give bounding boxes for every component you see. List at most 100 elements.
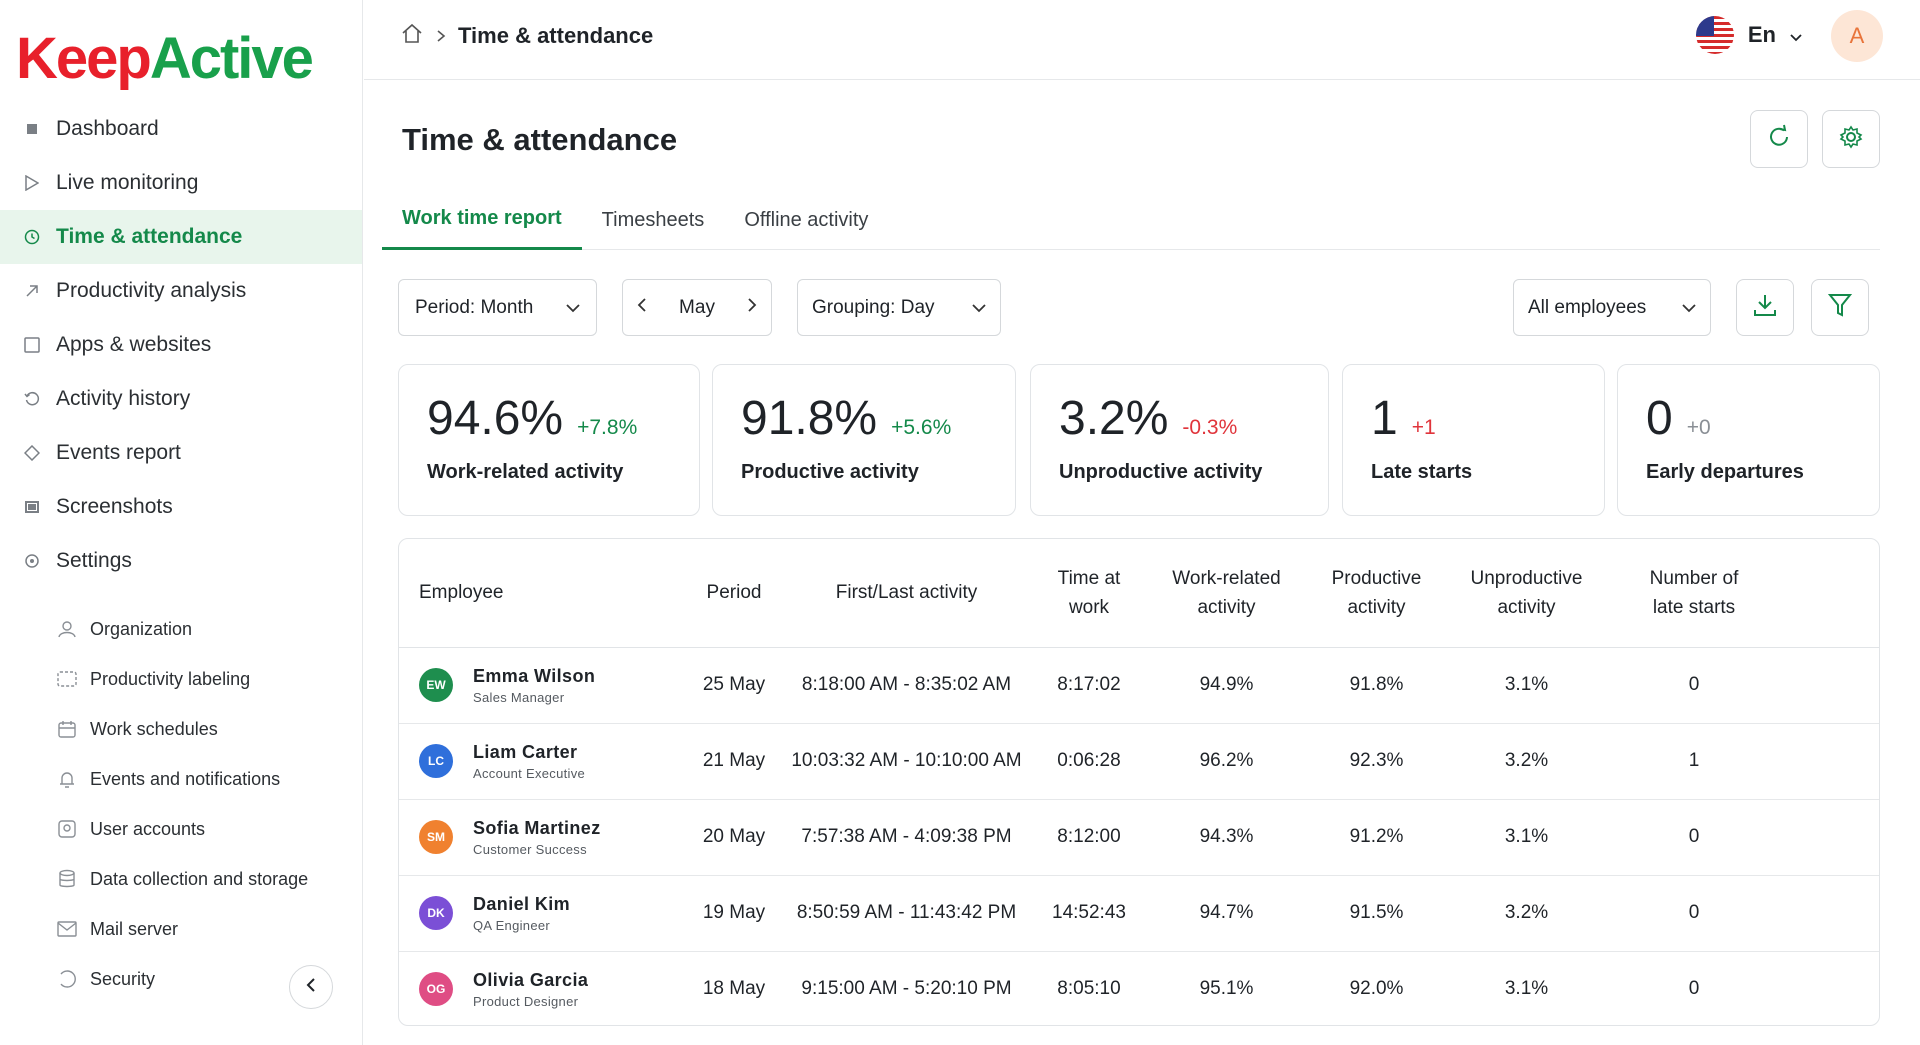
filter-icon	[1827, 292, 1853, 323]
sidebar-item-label: Live monitoring	[56, 171, 199, 194]
col-period[interactable]: Period	[684, 539, 784, 648]
chevron-left-icon	[305, 977, 317, 998]
cell-employee: LC Liam Carter Account Executive	[399, 723, 684, 800]
sidebar-item-label: Time & attendance	[56, 225, 243, 248]
sidebar-item-activity-history[interactable]: Activity history	[0, 372, 362, 426]
col-productive[interactable]: Productive activity	[1304, 539, 1449, 648]
table-row[interactable]: SM Sofia Martinez Customer Success 20 May 7:…	[399, 799, 1879, 876]
diamond-icon	[22, 443, 42, 463]
sidebar-item-screenshots[interactable]: Screenshots	[0, 480, 362, 534]
cell-spacer	[1784, 723, 1879, 800]
col-late-starts[interactable]: Number of late starts	[1604, 539, 1784, 648]
period-select[interactable]: Period: Month	[398, 279, 597, 336]
cell-productive: 92.0%	[1349, 978, 1404, 1000]
table-row[interactable]: DK Daniel Kim QA Engineer 19 May 8:50:59 AM …	[399, 875, 1879, 952]
stat-label: Late starts	[1371, 461, 1473, 483]
cell-time-at-work: 0:06:28	[1029, 723, 1149, 800]
home-icon[interactable]	[400, 22, 424, 50]
col-time-at-work[interactable]: Time at work	[1029, 539, 1149, 648]
sidebar-subitem-security[interactable]: Security	[0, 954, 362, 1004]
settings-subnav: Organization Productivity labeling Work …	[0, 604, 362, 1004]
employee-name[interactable]: Liam Carter	[473, 741, 578, 762]
stat-value: 1	[1371, 392, 1398, 445]
sidebar-subitem-data-collection[interactable]: Data collection and storage	[0, 854, 362, 904]
cell-unproductive: 3.1%	[1449, 647, 1604, 724]
cell-productive: 92.3%	[1304, 723, 1449, 800]
employee-text: Sofia Martinez Customer Success	[473, 818, 601, 857]
employee-name[interactable]: Daniel Kim	[473, 893, 571, 914]
breadcrumb: Time & attendance	[400, 22, 653, 50]
cell-first-last-activity: 7:57:38 AM - 4:09:38 PM	[784, 799, 1029, 876]
app-logo[interactable]: KeepActive	[16, 26, 314, 91]
employee-name[interactable]: Emma Wilson	[473, 665, 596, 686]
cell-work-related: 94.9%	[1149, 647, 1304, 724]
stat-card-late-starts: 1 +1 Late starts	[1342, 364, 1605, 516]
employee-avatar: LC	[419, 744, 453, 778]
stat-card-productive: 91.8% +5.6% Productive activity	[712, 364, 1016, 516]
language-selector[interactable]: En	[1695, 16, 1802, 54]
stat-value-row: 91.8% +5.6%	[741, 391, 951, 446]
col-first-last-activity[interactable]: First/Last activity	[784, 539, 1029, 648]
report-tabs: Work time report Timesheets Offline acti…	[382, 190, 1880, 250]
employee-role: Account Executive	[473, 765, 586, 781]
sidebar-subitem-work-schedules[interactable]: Work schedules	[0, 704, 362, 754]
cell-employee: DK Daniel Kim QA Engineer	[399, 875, 684, 952]
sidebar-item-settings[interactable]: Settings	[0, 534, 362, 588]
sidebar-subitem-user-accounts[interactable]: User accounts	[0, 804, 362, 854]
sidebar-subitem-events-notifications[interactable]: Events and notifications	[0, 754, 362, 804]
sidebar-item-productivity-analysis[interactable]: Productivity analysis	[0, 264, 362, 318]
col-work-related[interactable]: Work-related activity	[1149, 539, 1304, 648]
table-row[interactable]: EW Emma Wilson Sales Manager 25 May 8:18:00 …	[399, 647, 1879, 724]
tab-offline-activity[interactable]: Offline activity	[744, 208, 869, 231]
collapse-sidebar-button[interactable]	[289, 965, 333, 1009]
play-icon	[22, 173, 42, 193]
cell-late-starts: 0	[1604, 875, 1784, 952]
sidebar-item-dashboard[interactable]: Dashboard	[0, 102, 362, 156]
sidebar-item-live-monitoring[interactable]: Live monitoring	[0, 156, 362, 210]
user-avatar[interactable]: A	[1831, 10, 1883, 62]
grouping-select[interactable]: Grouping: Day	[797, 279, 1001, 336]
employees-select[interactable]: All employees	[1513, 279, 1711, 336]
col-time-at-work-line2: work	[1068, 596, 1110, 618]
employee-text: Emma Wilson Sales Manager	[473, 666, 595, 705]
tab-timesheets[interactable]: Timesheets	[601, 208, 705, 231]
prev-month-button[interactable]	[637, 297, 647, 319]
cell-first-last-activity: 8:18:00 AM - 8:35:02 AM	[784, 647, 1029, 724]
cell-late-starts: 0	[1604, 647, 1784, 724]
sidebar-subitem-label: Work schedules	[90, 718, 218, 739]
cell-productive: 91.8%	[1304, 647, 1449, 724]
calendar-icon	[56, 718, 78, 740]
stat-label: Unproductive activity	[1059, 461, 1263, 483]
breadcrumb-current: Time & attendance	[458, 23, 654, 48]
employee-info: EW Emma Wilson Sales Manager	[419, 666, 684, 705]
table-row[interactable]: OG Olivia Garcia Product Designer 18 May 9:1…	[399, 951, 1879, 1025]
employee-info: SM Sofia Martinez Customer Success	[419, 818, 684, 857]
settings-button[interactable]	[1822, 110, 1880, 168]
filter-button[interactable]	[1811, 279, 1869, 336]
sidebar-subitem-mail-server[interactable]: Mail server	[0, 904, 362, 954]
col-unproductive[interactable]: Unproductive activity	[1449, 539, 1604, 648]
mail-icon	[56, 918, 78, 940]
refresh-button[interactable]	[1750, 110, 1808, 168]
tab-work-time-report[interactable]: Work time report	[382, 190, 582, 250]
cell-first-last-activity: 9:15:00 AM - 5:20:10 PM	[801, 978, 1012, 1000]
cell-work-related: 94.7%	[1149, 875, 1304, 952]
sidebar-item-apps-websites[interactable]: Apps & websites	[0, 318, 362, 372]
sidebar-subitem-productivity-labeling[interactable]: Productivity labeling	[0, 654, 362, 704]
employee-name[interactable]: Olivia Garcia	[473, 969, 589, 990]
sidebar-item-time-attendance[interactable]: Time & attendance	[0, 210, 362, 264]
sidebar-subitem-organization[interactable]: Organization	[0, 604, 362, 654]
month-navigator: May	[622, 279, 772, 336]
stat-value-row: 0 +0	[1646, 391, 1711, 446]
download-button[interactable]	[1736, 279, 1794, 336]
employee-info: OG Olivia Garcia Product Designer	[419, 970, 684, 1009]
period-select-value: Period: Month	[415, 296, 534, 318]
col-employee[interactable]: Employee	[399, 539, 684, 648]
next-month-button[interactable]	[747, 297, 757, 319]
employee-name[interactable]: Sofia Martinez	[473, 817, 601, 838]
cell-period: 20 May	[684, 799, 784, 876]
sidebar: KeepActive Dashboard Live monitoring Tim…	[0, 0, 363, 1045]
square-outline-icon	[22, 335, 42, 355]
sidebar-item-events-report[interactable]: Events report	[0, 426, 362, 480]
table-row[interactable]: LC Liam Carter Account Executive 21 May 10:0…	[399, 723, 1879, 800]
